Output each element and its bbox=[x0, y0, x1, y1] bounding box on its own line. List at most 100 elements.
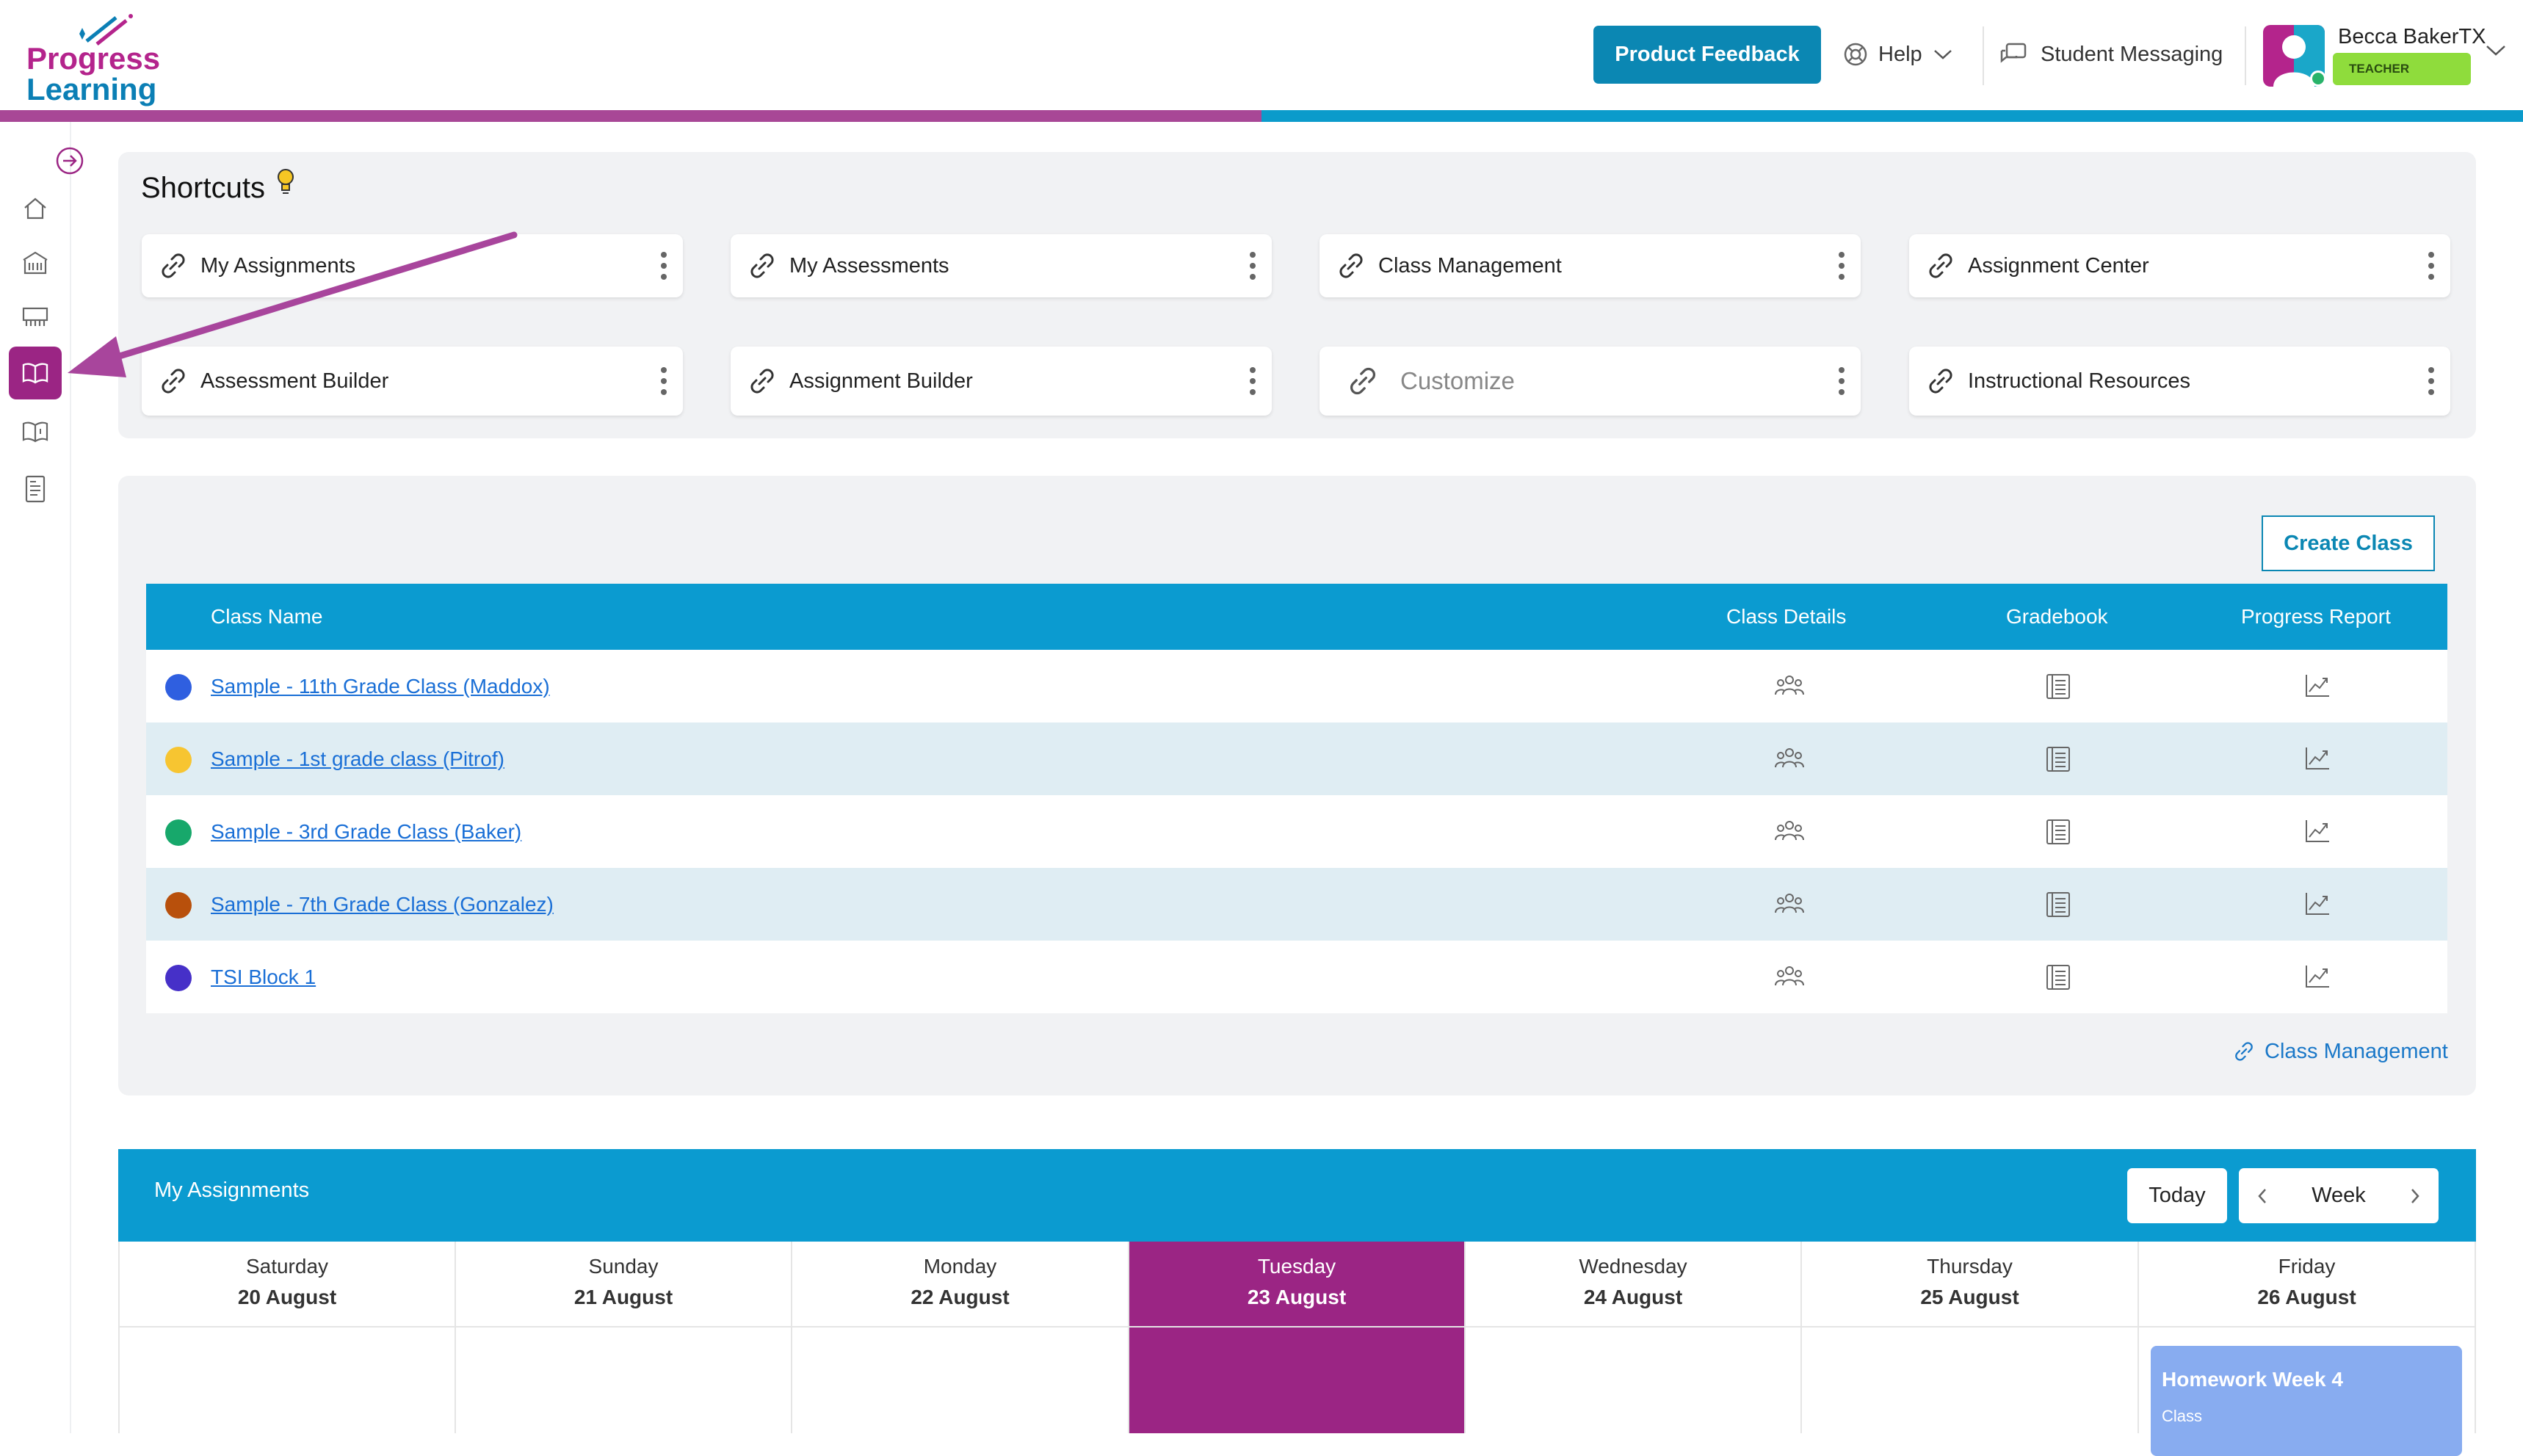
calendar-day[interactable]: Wednesday 24 August bbox=[1466, 1242, 1802, 1433]
chart-line-icon[interactable] bbox=[2303, 818, 2331, 844]
day-header: Friday 26 August bbox=[2139, 1242, 2475, 1328]
brand-bar-blue bbox=[1262, 110, 2523, 122]
more-vertical-icon[interactable] bbox=[656, 366, 671, 396]
more-vertical-icon[interactable] bbox=[2424, 366, 2439, 396]
chart-line-icon[interactable] bbox=[2303, 745, 2331, 772]
class-name-link[interactable]: Sample - 3rd Grade Class (Baker) bbox=[211, 819, 522, 843]
calendar-day[interactable]: Thursday 25 August bbox=[1802, 1242, 2139, 1433]
calendar-event[interactable] bbox=[2151, 1346, 2462, 1456]
link-icon bbox=[1929, 253, 1952, 278]
school-icon bbox=[23, 251, 48, 275]
table-row: Sample - 11th Grade Class (Maddox) bbox=[146, 650, 2447, 722]
day-name: Monday bbox=[923, 1255, 997, 1278]
sidebar-item-classroom[interactable] bbox=[19, 301, 51, 333]
calendar-day[interactable]: Saturday 20 August bbox=[120, 1242, 456, 1433]
chevron-down-icon[interactable] bbox=[2485, 44, 2507, 57]
arrow-circle-right-icon bbox=[56, 147, 84, 175]
shortcut-card[interactable]: Assignment Builder bbox=[731, 347, 1272, 416]
more-vertical-icon[interactable] bbox=[1834, 366, 1849, 396]
shortcut-card[interactable]: My Assessments bbox=[731, 234, 1272, 297]
day-header: Wednesday 24 August bbox=[1466, 1242, 1800, 1328]
day-header: Sunday 21 August bbox=[456, 1242, 791, 1328]
shortcut-label: Assignment Builder bbox=[789, 369, 973, 393]
help-label: Help bbox=[1878, 42, 1922, 66]
progress-learning-logo[interactable]: Progress Learning bbox=[26, 10, 161, 106]
day-name: Tuesday bbox=[1257, 1255, 1336, 1278]
class-name-link[interactable]: Sample - 11th Grade Class (Maddox) bbox=[211, 674, 550, 698]
chart-line-icon[interactable] bbox=[2303, 963, 2331, 990]
event-title: Homework Week 4 bbox=[2162, 1368, 2343, 1391]
sidebar-item-school[interactable] bbox=[19, 247, 51, 279]
day-date: 23 August bbox=[1247, 1286, 1347, 1308]
chart-line-icon[interactable] bbox=[2303, 673, 2331, 699]
sidebar-item-resources[interactable] bbox=[19, 357, 51, 389]
today-button[interactable]: Today bbox=[2127, 1168, 2227, 1223]
users-icon[interactable] bbox=[1775, 745, 1804, 772]
column-class-name[interactable]: Class Name bbox=[211, 605, 323, 628]
more-vertical-icon[interactable] bbox=[1245, 366, 1260, 396]
calendar-day[interactable]: Sunday 21 August bbox=[456, 1242, 792, 1433]
chevron-right-icon[interactable] bbox=[2409, 1187, 2421, 1205]
users-icon[interactable] bbox=[1775, 673, 1804, 699]
table-row: Sample - 3rd Grade Class (Baker) bbox=[146, 795, 2447, 868]
gradebook-icon[interactable] bbox=[2045, 818, 2071, 846]
class-name-link[interactable]: TSI Block 1 bbox=[211, 965, 316, 988]
day-header: Monday 22 August bbox=[792, 1242, 1128, 1328]
gradebook-icon[interactable] bbox=[2045, 891, 2071, 919]
users-icon[interactable] bbox=[1775, 891, 1804, 917]
more-vertical-icon[interactable] bbox=[2424, 250, 2439, 281]
class-name-link[interactable]: Sample - 1st grade class (Pitrof) bbox=[211, 747, 504, 770]
user-name: Becca BakerTX bbox=[2338, 25, 2486, 48]
class-management-link[interactable]: Class Management bbox=[2232, 1035, 2448, 1068]
week-view-label[interactable]: Week bbox=[2312, 1184, 2366, 1207]
class-management-label: Class Management bbox=[2265, 1039, 2448, 1063]
day-name: Sunday bbox=[588, 1255, 659, 1278]
shortcut-label: Assignment Center bbox=[1968, 253, 2149, 278]
sidebar-item-reports[interactable] bbox=[19, 473, 51, 505]
calendar-day[interactable]: Monday 22 August bbox=[792, 1242, 1129, 1433]
create-class-button[interactable]: Create Class bbox=[2262, 515, 2435, 571]
day-header: Saturday 20 August bbox=[120, 1242, 455, 1328]
users-icon[interactable] bbox=[1775, 818, 1804, 844]
column-progress-report: Progress Report bbox=[2241, 605, 2391, 628]
shortcut-label: Instructional Resources bbox=[1968, 369, 2191, 393]
help-menu[interactable]: Help bbox=[1843, 34, 1953, 75]
calendar-day-today[interactable]: Tuesday 23 August bbox=[1129, 1242, 1466, 1433]
online-status-dot bbox=[2310, 70, 2326, 87]
logo-word-progress: Progress bbox=[26, 41, 161, 76]
users-icon[interactable] bbox=[1775, 963, 1804, 990]
chevron-down-icon bbox=[1933, 50, 1952, 59]
lightbulb-icon bbox=[278, 169, 294, 194]
shortcut-card[interactable]: Customize bbox=[1320, 347, 1861, 416]
shortcut-card[interactable]: Assignment Center bbox=[1909, 234, 2450, 297]
sidebar-item-home[interactable] bbox=[19, 192, 51, 225]
report-icon bbox=[25, 475, 46, 503]
day-date: 25 August bbox=[1920, 1286, 2019, 1308]
gradebook-icon[interactable] bbox=[2045, 963, 2071, 991]
link-icon bbox=[1350, 367, 1376, 395]
student-messaging-link[interactable]: Student Messaging bbox=[1999, 34, 2223, 75]
chart-line-icon[interactable] bbox=[2303, 891, 2331, 917]
more-vertical-icon[interactable] bbox=[656, 250, 671, 281]
shortcut-card[interactable]: Assessment Builder bbox=[142, 347, 683, 416]
table-row: TSI Block 1 bbox=[146, 941, 2447, 1013]
table-row: Sample - 7th Grade Class (Gonzalez) bbox=[146, 868, 2447, 941]
chevron-left-icon[interactable] bbox=[2256, 1187, 2268, 1205]
sidebar-expand-button[interactable] bbox=[53, 144, 87, 178]
calendar-day[interactable]: Friday 26 August bbox=[2139, 1242, 2475, 1433]
student-messaging-label: Student Messaging bbox=[2041, 42, 2223, 66]
product-feedback-button[interactable]: Product Feedback bbox=[1593, 26, 1821, 84]
shortcut-card[interactable]: Instructional Resources bbox=[1909, 347, 2450, 416]
day-name: Friday bbox=[2278, 1255, 2336, 1278]
class-color-dot bbox=[165, 819, 192, 846]
more-vertical-icon[interactable] bbox=[1245, 250, 1260, 281]
gradebook-icon[interactable] bbox=[2045, 745, 2071, 773]
class-name-link[interactable]: Sample - 7th Grade Class (Gonzalez) bbox=[211, 892, 554, 916]
shortcut-label: My Assessments bbox=[789, 253, 949, 278]
classroom-icon bbox=[22, 307, 48, 326]
gradebook-icon[interactable] bbox=[2045, 673, 2071, 700]
more-vertical-icon[interactable] bbox=[1834, 250, 1849, 281]
sidebar-item-library[interactable] bbox=[19, 416, 51, 448]
book-icon bbox=[22, 421, 48, 443]
shortcut-card[interactable]: Class Management bbox=[1320, 234, 1861, 297]
